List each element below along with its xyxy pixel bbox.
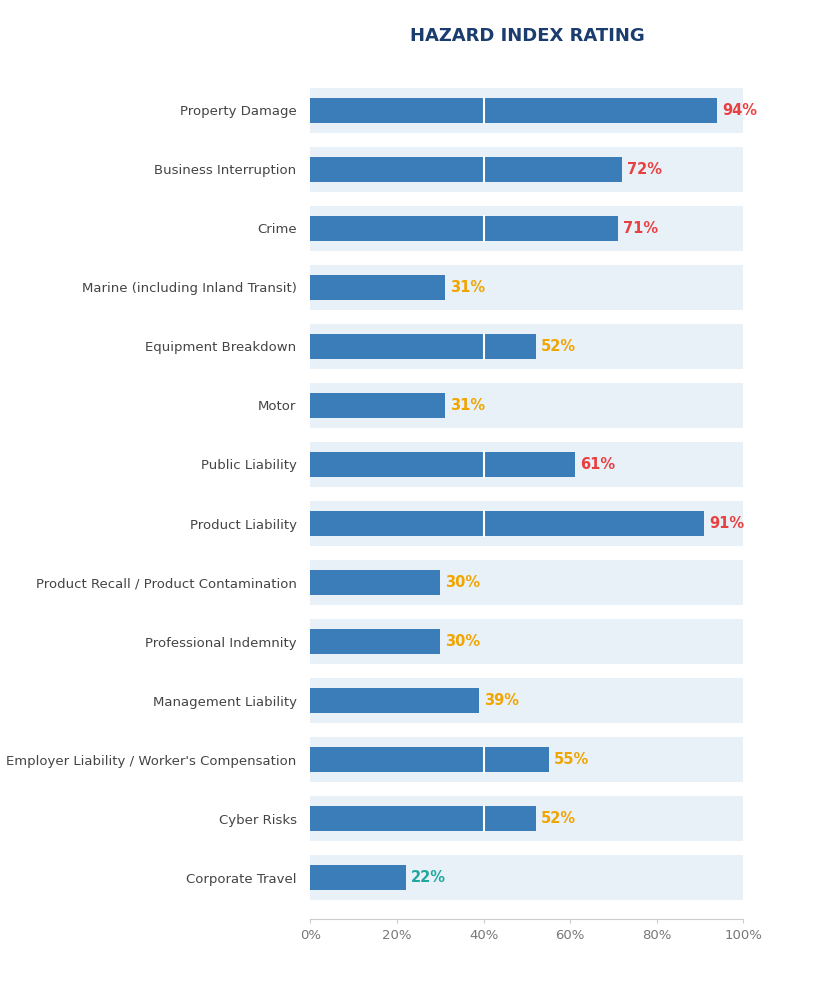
Bar: [310, 442, 743, 487]
Bar: [310, 382, 743, 429]
Bar: [310, 98, 717, 123]
Bar: [310, 334, 536, 359]
Bar: [310, 559, 743, 606]
Bar: [310, 393, 444, 418]
Bar: [310, 795, 743, 842]
Bar: [310, 737, 743, 782]
Bar: [310, 511, 704, 535]
Bar: [310, 570, 440, 595]
Text: 31%: 31%: [450, 398, 485, 413]
Text: 91%: 91%: [710, 516, 745, 531]
Bar: [310, 618, 743, 665]
Bar: [310, 265, 743, 310]
Text: 55%: 55%: [554, 752, 589, 767]
Text: 52%: 52%: [541, 339, 576, 354]
Text: 30%: 30%: [445, 634, 480, 649]
Bar: [310, 323, 743, 370]
Bar: [310, 629, 440, 654]
Bar: [310, 275, 444, 300]
Bar: [310, 806, 536, 831]
Text: 31%: 31%: [450, 280, 485, 295]
Bar: [310, 216, 618, 241]
Bar: [310, 678, 743, 723]
Text: 30%: 30%: [445, 575, 480, 590]
Text: 94%: 94%: [723, 103, 757, 118]
Bar: [310, 453, 574, 477]
Text: 71%: 71%: [623, 221, 659, 236]
Bar: [310, 855, 743, 900]
Bar: [310, 157, 623, 182]
Bar: [310, 688, 480, 713]
Bar: [310, 747, 549, 772]
Text: 39%: 39%: [484, 693, 520, 708]
Bar: [310, 501, 743, 546]
Text: 72%: 72%: [627, 162, 663, 177]
Title: HAZARD INDEX RATING: HAZARD INDEX RATING: [409, 28, 645, 45]
Bar: [310, 146, 743, 193]
Text: 22%: 22%: [411, 870, 446, 885]
Text: 61%: 61%: [580, 457, 615, 472]
Text: 52%: 52%: [541, 811, 576, 826]
Bar: [310, 88, 743, 133]
Bar: [310, 865, 406, 890]
Bar: [310, 206, 743, 251]
